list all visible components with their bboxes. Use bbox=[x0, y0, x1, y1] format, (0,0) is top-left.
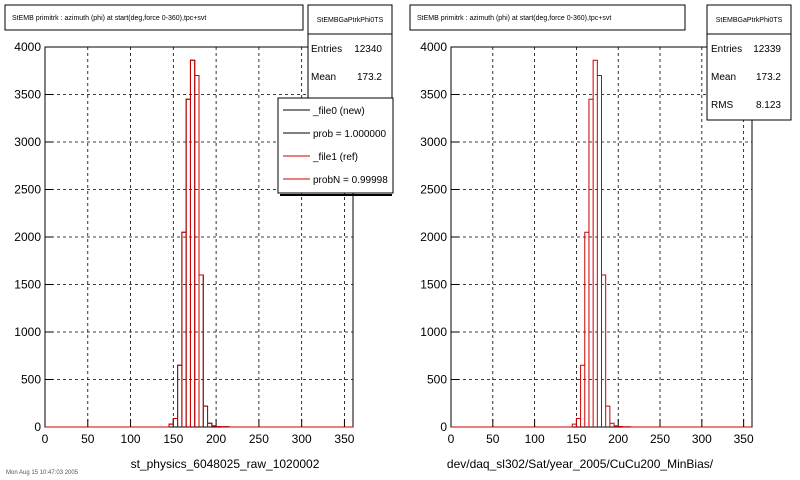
x-tick-label: 0 bbox=[448, 432, 455, 446]
y-tick-label: 0 bbox=[440, 420, 447, 434]
plot-area: 0 50 100 150 200 250 300 3500500100015002000250… bbox=[420, 40, 754, 446]
y-tick-label: 3500 bbox=[420, 88, 447, 102]
x-tick-label: 200 bbox=[206, 432, 226, 446]
x-tick-label: 300 bbox=[692, 432, 712, 446]
y-tick-label: 3000 bbox=[14, 135, 41, 149]
stats-title: StEMBGaPtrkPhi0TS bbox=[716, 17, 783, 24]
stats-rms-value: 8.123 bbox=[756, 100, 781, 111]
stats-entries-value: 12340 bbox=[354, 44, 382, 55]
legend-frame bbox=[277, 97, 394, 194]
legend-entry-probn: probN = 0.99998 bbox=[313, 175, 388, 186]
stats-entries-value: 12339 bbox=[753, 44, 781, 55]
y-tick-label: 4000 bbox=[420, 40, 447, 54]
histogram-series-0 bbox=[451, 59, 752, 428]
histogram-title: StEMB primitrk : azimuth (phi) at start(… bbox=[12, 15, 206, 22]
y-tick-label: 1000 bbox=[420, 325, 447, 339]
y-tick-label: 1500 bbox=[420, 278, 447, 292]
x-tick-label: 350 bbox=[734, 432, 754, 446]
x-tick-label: 250 bbox=[249, 432, 269, 446]
legend-entry-new: _file0 (new) bbox=[312, 106, 365, 117]
y-tick-label: 2000 bbox=[14, 230, 41, 244]
left-histogram-panel: StEMB primitrk : azimuth (phi) at start(… bbox=[4, 4, 394, 471]
stats-mean-value: 173.2 bbox=[357, 72, 382, 83]
x-tick-label: 0 bbox=[42, 432, 49, 446]
y-tick-label: 2000 bbox=[420, 230, 447, 244]
x-tick-label: 300 bbox=[292, 432, 312, 446]
stats-mean-label: Mean bbox=[711, 72, 736, 83]
x-axis-label: st_physics_6048025_raw_1020002 bbox=[131, 457, 320, 471]
y-tick-label: 2500 bbox=[420, 183, 447, 197]
stats-rms-label: RMS bbox=[711, 100, 734, 111]
title-box bbox=[4, 4, 304, 31]
y-tick-label: 0 bbox=[34, 420, 41, 434]
y-tick-label: 3000 bbox=[420, 135, 447, 149]
x-tick-label: 250 bbox=[650, 432, 670, 446]
y-tick-label: 1000 bbox=[14, 325, 41, 339]
legend: _file0 (new) prob = 1.000000 _file1 (ref… bbox=[277, 97, 394, 196]
stats-box: StEMBGaPtrkPhi0TS Entries 12339 Mean 173… bbox=[706, 4, 792, 121]
stats-frame bbox=[307, 4, 393, 101]
y-tick-label: 500 bbox=[427, 373, 447, 387]
x-tick-label: 100 bbox=[525, 432, 545, 446]
stats-box: StEMBGaPtrkPhi0TS Entries 12340 Mean 173… bbox=[307, 4, 393, 101]
y-tick-label: 500 bbox=[21, 373, 41, 387]
stats-mean-value: 173.2 bbox=[756, 72, 781, 83]
right-histogram-panel: StEMB primitrk : azimuth (phi) at start(… bbox=[409, 4, 792, 471]
y-tick-label: 1500 bbox=[14, 278, 41, 292]
x-tick-label: 200 bbox=[608, 432, 628, 446]
stats-frame bbox=[706, 4, 792, 121]
stats-mean-label: Mean bbox=[311, 72, 336, 83]
title-box bbox=[409, 4, 686, 31]
x-tick-label: 50 bbox=[486, 432, 500, 446]
footer-timestamp: Mon Aug 15 10:47:03 2005 bbox=[6, 470, 79, 476]
stats-entries-label: Entries bbox=[711, 44, 742, 55]
legend-entry-ref: _file1 (ref) bbox=[312, 152, 358, 163]
x-tick-label: 150 bbox=[163, 432, 183, 446]
histogram-series-1 bbox=[45, 59, 353, 428]
histogram-title: StEMB primitrk : azimuth (phi) at start(… bbox=[417, 15, 611, 22]
stats-title: StEMBGaPtrkPhi0TS bbox=[317, 17, 384, 24]
x-tick-label: 100 bbox=[121, 432, 141, 446]
x-tick-label: 150 bbox=[566, 432, 586, 446]
y-tick-label: 4000 bbox=[14, 40, 41, 54]
y-tick-label: 3500 bbox=[14, 88, 41, 102]
x-axis-label: dev/daq_sl302/Sat/year_2005/CuCu200_MinB… bbox=[447, 457, 714, 471]
legend-entry-prob: prob = 1.000000 bbox=[313, 129, 387, 140]
stats-entries-label: Entries bbox=[311, 44, 342, 55]
y-tick-label: 2500 bbox=[14, 183, 41, 197]
x-tick-label: 350 bbox=[334, 432, 354, 446]
x-tick-label: 50 bbox=[81, 432, 95, 446]
